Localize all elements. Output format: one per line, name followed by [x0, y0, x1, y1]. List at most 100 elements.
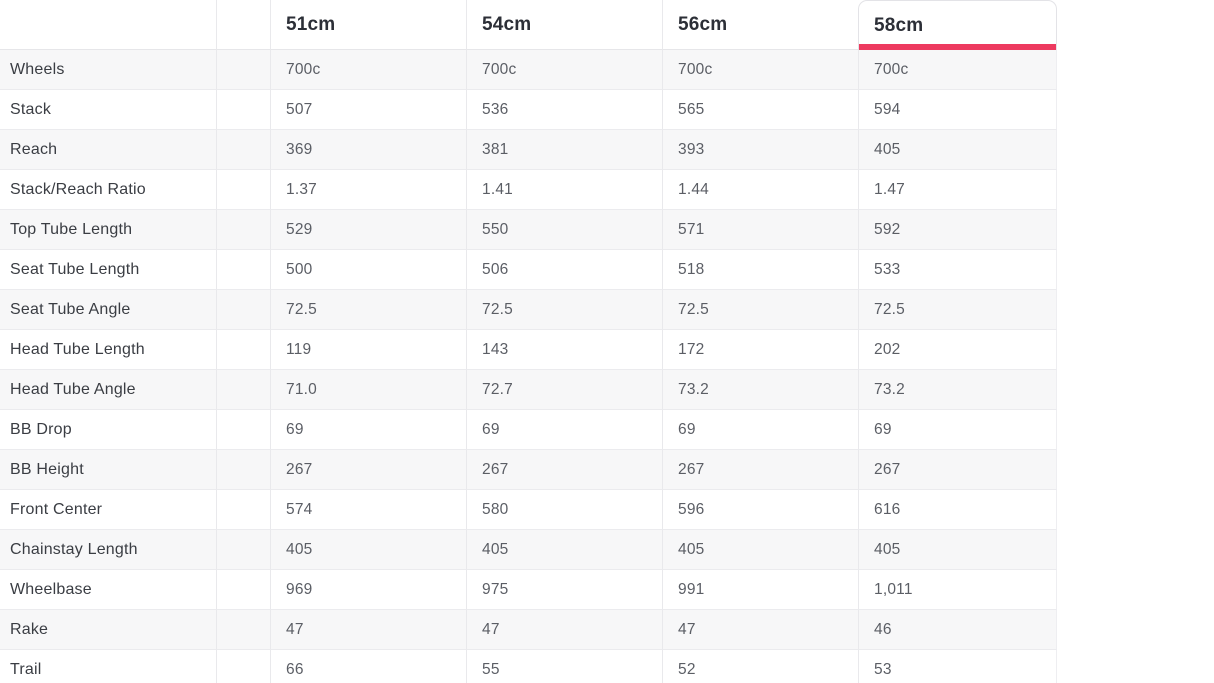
table-cell: 536	[466, 90, 662, 130]
table-cell: 72.5	[662, 290, 858, 330]
table-cell: 405	[466, 530, 662, 570]
table-cell: 71.0	[270, 370, 466, 410]
table-cell: 1.37	[270, 170, 466, 210]
spacer-cell	[216, 610, 270, 650]
table-cell: 393	[662, 130, 858, 170]
table-cell: 143	[466, 330, 662, 370]
table-cell: 1.44	[662, 170, 858, 210]
table-cell: 46	[858, 610, 1057, 650]
selected-column-indicator	[859, 44, 1056, 50]
spacer-cell	[216, 210, 270, 250]
spacer-cell	[216, 530, 270, 570]
table-cell: 405	[858, 130, 1057, 170]
table-cell: 700c	[662, 50, 858, 90]
row-label: Front Center	[0, 490, 216, 530]
row-label: Wheelbase	[0, 570, 216, 610]
row-label: Head Tube Length	[0, 330, 216, 370]
table-cell: 975	[466, 570, 662, 610]
row-label: Chainstay Length	[0, 530, 216, 570]
table-cell: 72.5	[466, 290, 662, 330]
spacer-cell	[216, 330, 270, 370]
table-cell: 119	[270, 330, 466, 370]
table-cell: 72.5	[858, 290, 1057, 330]
table-cell: 616	[858, 490, 1057, 530]
table-cell: 405	[858, 530, 1057, 570]
spacer-cell	[216, 570, 270, 610]
table-cell: 69	[466, 410, 662, 450]
table-cell: 574	[270, 490, 466, 530]
row-label: Stack	[0, 90, 216, 130]
row-label: Trail	[0, 650, 216, 683]
table-cell: 47	[270, 610, 466, 650]
row-label: BB Height	[0, 450, 216, 490]
table-cell: 72.7	[466, 370, 662, 410]
table-cell: 69	[858, 410, 1057, 450]
spacer-cell	[216, 450, 270, 490]
spacer-cell	[216, 290, 270, 330]
spacer-cell	[216, 130, 270, 170]
row-label: Head Tube Angle	[0, 370, 216, 410]
table-cell: 700c	[466, 50, 662, 90]
table-cell: 533	[858, 250, 1057, 290]
table-cell: 405	[662, 530, 858, 570]
row-label-header	[0, 0, 216, 50]
table-cell: 381	[466, 130, 662, 170]
table-cell: 369	[270, 130, 466, 170]
row-label: Reach	[0, 130, 216, 170]
row-label: Seat Tube Angle	[0, 290, 216, 330]
table-cell: 1.47	[858, 170, 1057, 210]
table-cell: 1,011	[858, 570, 1057, 610]
spacer-cell	[216, 490, 270, 530]
table-cell: 969	[270, 570, 466, 610]
table-cell: 69	[270, 410, 466, 450]
table-cell: 405	[270, 530, 466, 570]
table-cell: 500	[270, 250, 466, 290]
row-label: BB Drop	[0, 410, 216, 450]
row-label: Rake	[0, 610, 216, 650]
column-header-58cm[interactable]: 58cm	[858, 0, 1057, 50]
spacer-cell	[216, 50, 270, 90]
table-cell: 580	[466, 490, 662, 530]
spacer-header	[216, 0, 270, 50]
table-cell: 73.2	[662, 370, 858, 410]
spacer-cell	[216, 250, 270, 290]
table-cell: 172	[662, 330, 858, 370]
spacer-cell	[216, 410, 270, 450]
table-cell: 267	[858, 450, 1057, 490]
geometry-table: 51cm 54cm 56cm 58cm Wheels 700c 700c 700c 70…	[0, 0, 1057, 683]
spacer-cell	[216, 170, 270, 210]
table-cell: 267	[662, 450, 858, 490]
table-cell: 52	[662, 650, 858, 683]
row-label: Seat Tube Length	[0, 250, 216, 290]
table-cell: 69	[662, 410, 858, 450]
table-cell: 267	[466, 450, 662, 490]
table-cell: 1.41	[466, 170, 662, 210]
spacer-cell	[216, 90, 270, 130]
table-cell: 72.5	[270, 290, 466, 330]
table-cell: 55	[466, 650, 662, 683]
table-cell: 991	[662, 570, 858, 610]
column-header-51cm[interactable]: 51cm	[270, 0, 466, 50]
column-header-56cm[interactable]: 56cm	[662, 0, 858, 50]
table-cell: 47	[662, 610, 858, 650]
table-cell: 507	[270, 90, 466, 130]
table-cell: 53	[858, 650, 1057, 683]
table-cell: 596	[662, 490, 858, 530]
spacer-cell	[216, 650, 270, 683]
table-cell: 700c	[270, 50, 466, 90]
table-cell: 550	[466, 210, 662, 250]
table-cell: 592	[858, 210, 1057, 250]
table-cell: 518	[662, 250, 858, 290]
table-cell: 594	[858, 90, 1057, 130]
column-header-54cm[interactable]: 54cm	[466, 0, 662, 50]
table-cell: 73.2	[858, 370, 1057, 410]
table-cell: 529	[270, 210, 466, 250]
table-cell: 565	[662, 90, 858, 130]
table-cell: 700c	[858, 50, 1057, 90]
spacer-cell	[216, 370, 270, 410]
table-cell: 571	[662, 210, 858, 250]
row-label: Top Tube Length	[0, 210, 216, 250]
table-cell: 506	[466, 250, 662, 290]
row-label: Wheels	[0, 50, 216, 90]
